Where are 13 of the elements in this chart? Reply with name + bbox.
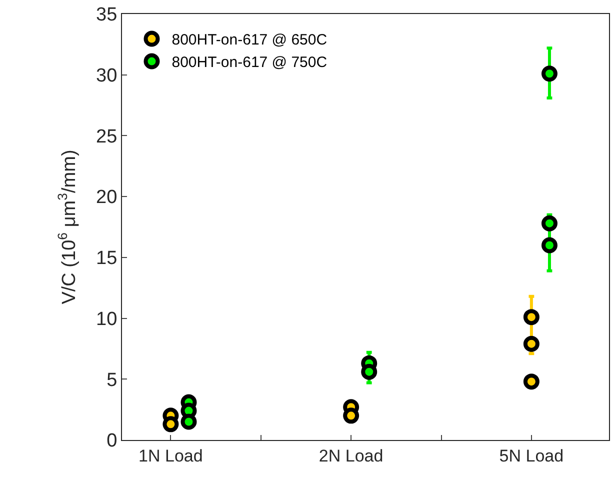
- y-tick-label: 20: [96, 187, 118, 208]
- legend-label: 800HT-on-617 @ 650C: [172, 32, 328, 49]
- legend-label: 800HT-on-617 @ 750C: [172, 54, 328, 72]
- y-tick-label: 10: [96, 308, 118, 330]
- y-tick-label: 15: [96, 248, 118, 270]
- y-tick-label: 25: [96, 126, 118, 148]
- x-tick-label: 1N Load: [138, 446, 203, 466]
- y-tick-label: 0: [106, 430, 118, 452]
- y-tick-label: 35: [96, 4, 118, 26]
- x-tick-label: 5N Load: [499, 446, 564, 466]
- x-tick-label: 2N Load: [318, 446, 384, 466]
- y-tick-label: 5: [106, 370, 118, 391]
- y-tick-label: 30: [96, 66, 118, 87]
